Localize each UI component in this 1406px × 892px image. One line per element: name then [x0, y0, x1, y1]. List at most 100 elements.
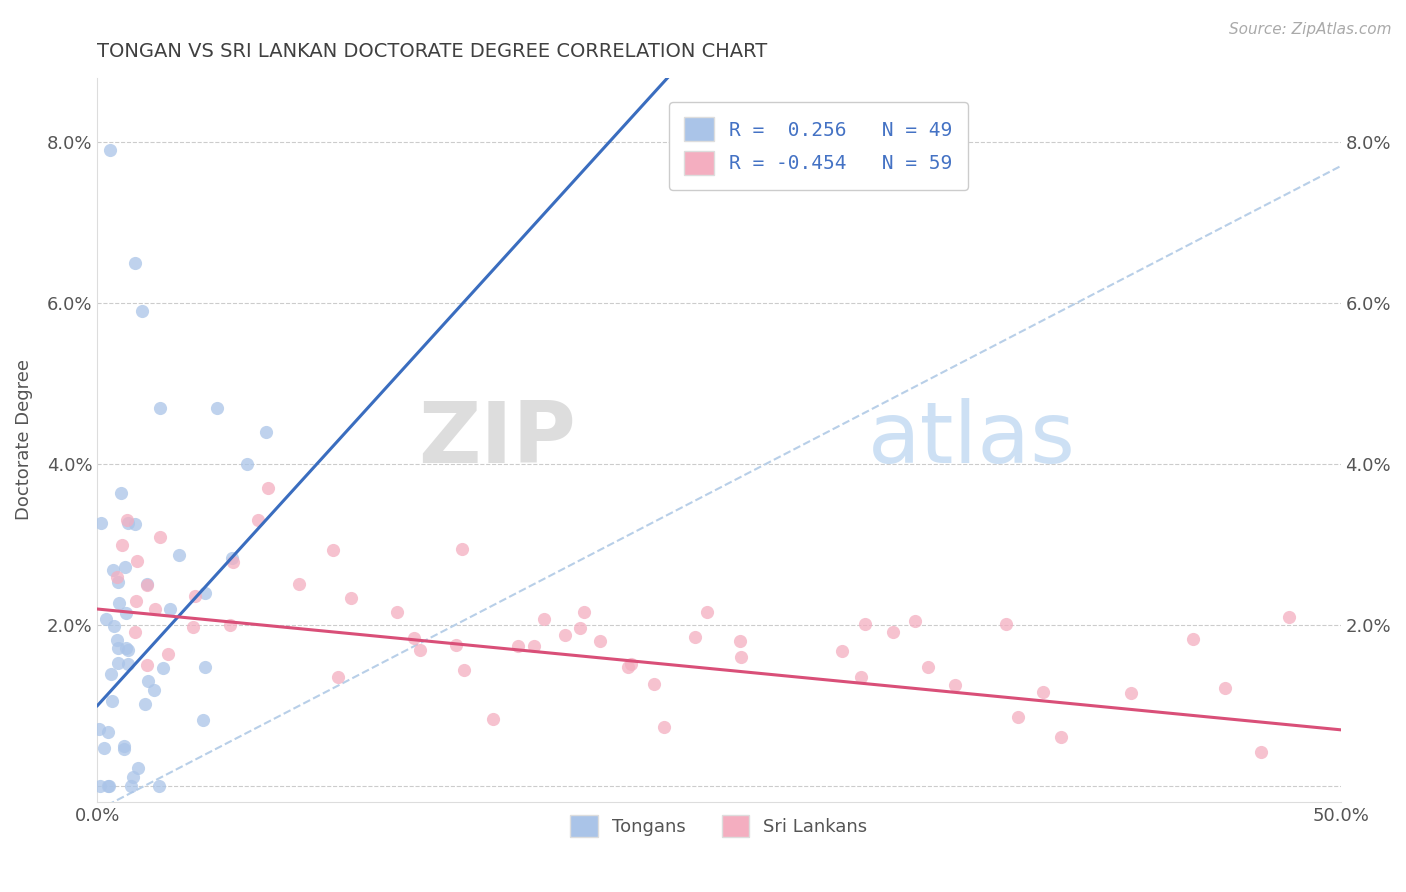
- Point: [131, 304, 153, 318]
- Point: [115, 513, 138, 527]
- Point: [148, 530, 170, 544]
- Point: [1007, 710, 1029, 724]
- Point: [152, 660, 174, 674]
- Point: [115, 641, 138, 656]
- Point: [97, 779, 120, 793]
- Point: [851, 670, 873, 684]
- Point: [124, 256, 146, 270]
- Point: [451, 542, 474, 557]
- Point: [134, 698, 156, 712]
- Point: [105, 632, 128, 647]
- Point: [523, 640, 546, 654]
- Point: [1032, 684, 1054, 698]
- Point: [409, 643, 432, 657]
- Point: [994, 617, 1017, 632]
- Point: [156, 648, 179, 662]
- Point: [617, 659, 640, 673]
- Point: [696, 605, 718, 619]
- Point: [108, 596, 131, 610]
- Point: [235, 457, 257, 471]
- Point: [112, 739, 135, 754]
- Point: [246, 513, 269, 527]
- Point: [288, 577, 311, 591]
- Point: [572, 605, 595, 619]
- Point: [89, 779, 111, 793]
- Text: Source: ZipAtlas.com: Source: ZipAtlas.com: [1229, 22, 1392, 37]
- Point: [135, 658, 157, 673]
- Text: ZIP: ZIP: [418, 399, 576, 482]
- Point: [1119, 686, 1142, 700]
- Point: [193, 713, 215, 727]
- Point: [1181, 632, 1204, 647]
- Point: [184, 589, 207, 603]
- Point: [730, 634, 752, 648]
- Point: [136, 674, 159, 689]
- Point: [148, 779, 170, 793]
- Point: [831, 643, 853, 657]
- Point: [90, 516, 112, 531]
- Point: [122, 770, 145, 784]
- Point: [404, 631, 426, 645]
- Point: [481, 712, 503, 726]
- Point: [107, 574, 129, 589]
- Point: [554, 628, 576, 642]
- Point: [98, 143, 121, 157]
- Point: [98, 779, 121, 793]
- Point: [112, 742, 135, 756]
- Point: [882, 624, 904, 639]
- Point: [643, 677, 665, 691]
- Point: [127, 554, 149, 568]
- Point: [145, 601, 167, 615]
- Point: [1050, 731, 1073, 745]
- Point: [87, 722, 110, 736]
- Point: [453, 663, 475, 677]
- Point: [1215, 681, 1237, 695]
- Point: [257, 481, 280, 495]
- Point: [444, 638, 467, 652]
- Point: [117, 642, 139, 657]
- Point: [101, 563, 124, 577]
- Point: [114, 560, 136, 574]
- Point: [97, 724, 120, 739]
- Text: atlas: atlas: [868, 399, 1076, 482]
- Point: [219, 618, 242, 632]
- Legend: Tongans, Sri Lankans: Tongans, Sri Lankans: [564, 807, 875, 844]
- Point: [159, 602, 181, 616]
- Point: [322, 542, 344, 557]
- Point: [136, 578, 159, 592]
- Point: [328, 669, 350, 683]
- Point: [105, 570, 128, 584]
- Point: [110, 486, 132, 500]
- Point: [143, 683, 166, 698]
- Point: [125, 594, 148, 608]
- Point: [107, 656, 129, 670]
- Point: [506, 639, 529, 653]
- Point: [620, 657, 643, 672]
- Point: [124, 516, 146, 531]
- Point: [181, 620, 204, 634]
- Point: [114, 606, 136, 620]
- Point: [111, 538, 134, 552]
- Point: [127, 761, 149, 775]
- Point: [683, 630, 706, 644]
- Point: [100, 666, 122, 681]
- Point: [117, 516, 139, 531]
- Point: [205, 401, 228, 416]
- Point: [124, 624, 146, 639]
- Point: [1250, 745, 1272, 759]
- Point: [256, 425, 278, 439]
- Point: [589, 633, 612, 648]
- Point: [853, 616, 876, 631]
- Point: [194, 586, 217, 600]
- Point: [569, 621, 592, 635]
- Point: [194, 660, 217, 674]
- Point: [917, 660, 939, 674]
- Point: [652, 720, 675, 734]
- Point: [135, 577, 157, 591]
- Point: [533, 612, 555, 626]
- Point: [120, 779, 142, 793]
- Point: [101, 693, 124, 707]
- Point: [167, 548, 190, 562]
- Point: [387, 605, 409, 619]
- Point: [222, 555, 245, 569]
